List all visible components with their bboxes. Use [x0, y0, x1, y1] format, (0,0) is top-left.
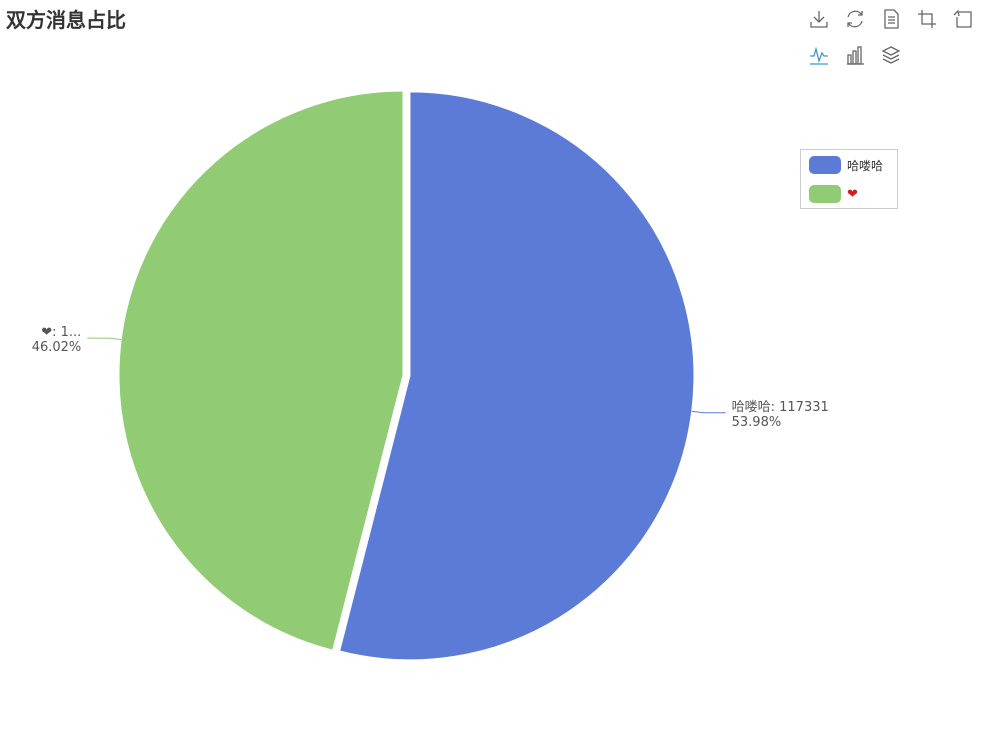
label-leader-line [87, 337, 122, 341]
zoom-back-icon[interactable] [952, 8, 974, 30]
legend-item-haloha[interactable]: 哈喽哈 [809, 155, 883, 175]
data-view-icon[interactable] [880, 8, 902, 30]
chart-title: 双方消息占比 [6, 8, 126, 32]
pie-slice[interactable] [339, 91, 695, 661]
legend-swatch-heart [809, 185, 841, 203]
slice-percent-label: 46.02% [32, 340, 82, 355]
slice-label: ❤: 1... [41, 325, 81, 340]
line-chart-icon[interactable] [808, 44, 830, 66]
legend: 哈喽哈 ❤ [800, 149, 898, 209]
save-image-icon[interactable] [808, 8, 830, 30]
slice-label: 哈喽哈: 117331 [732, 400, 829, 415]
slice-percent-label: 53.98% [732, 415, 782, 430]
restore-icon[interactable] [844, 8, 866, 30]
legend-swatch-haloha [809, 156, 841, 174]
label-leader-line [691, 410, 726, 414]
toolbox [808, 8, 988, 70]
data-zoom-icon[interactable] [916, 8, 938, 30]
pie-slice[interactable] [118, 90, 404, 651]
bar-chart-icon[interactable] [844, 44, 866, 66]
legend-label: 哈喽哈 [847, 158, 884, 173]
legend-item-heart[interactable]: ❤ [809, 184, 858, 204]
stack-icon[interactable] [880, 44, 902, 66]
heart-icon: ❤ [847, 186, 858, 202]
